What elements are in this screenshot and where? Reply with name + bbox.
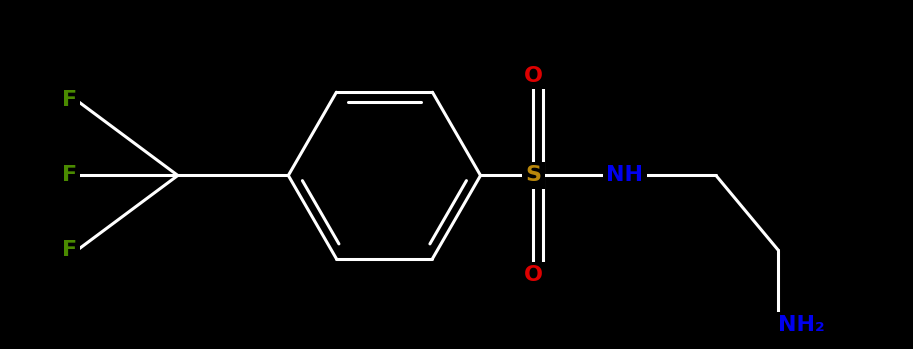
Text: NH₂: NH₂ — [779, 315, 825, 335]
Text: S: S — [525, 165, 541, 185]
Text: NH: NH — [606, 165, 643, 185]
Text: F: F — [62, 165, 77, 185]
Text: F: F — [62, 90, 77, 111]
Text: O: O — [524, 66, 543, 86]
Text: O: O — [524, 265, 543, 285]
Text: F: F — [62, 240, 77, 260]
